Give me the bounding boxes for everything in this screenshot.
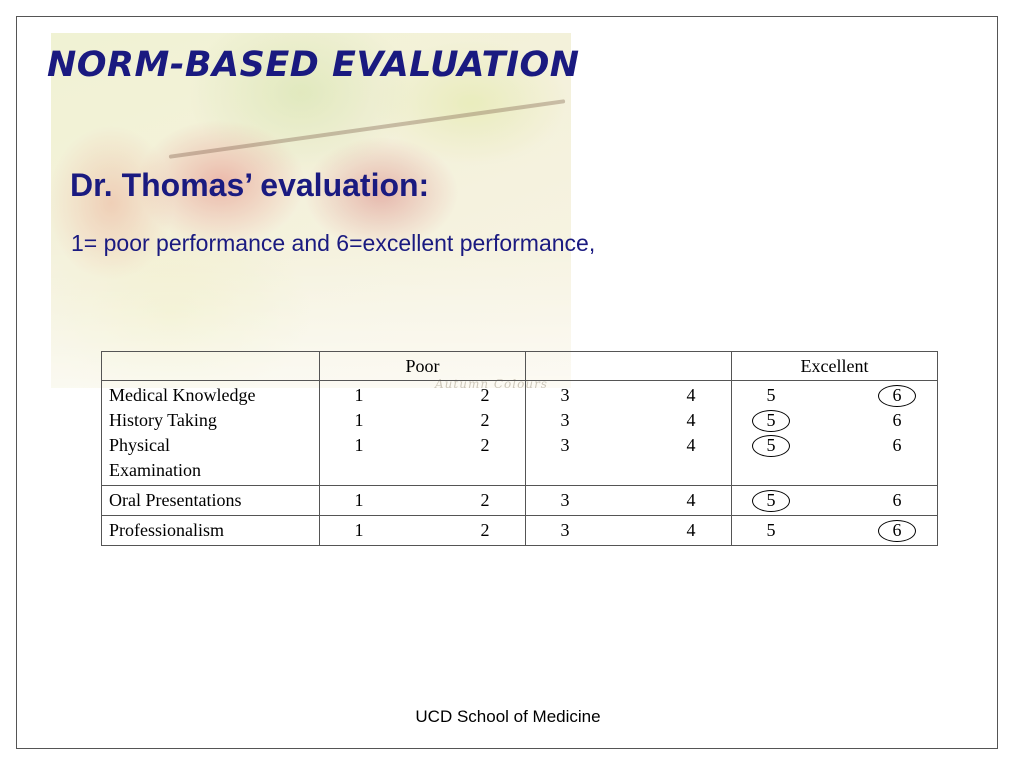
- slide-title: NORM-BASED EVALUATION: [47, 45, 580, 85]
- slide-frame: Autumn Colours NORM-BASED EVALUATION Dr.…: [16, 16, 998, 749]
- score-value: 4: [686, 490, 696, 510]
- score-value: 2: [480, 435, 490, 455]
- criteria-label-cell: Professionalism: [101, 515, 320, 546]
- score-value-circled: 5: [752, 433, 790, 458]
- evaluation-table: Poor Excellent Medical Knowledge History…: [101, 351, 938, 546]
- table-header-cell: [101, 351, 320, 381]
- score-value: 3: [560, 520, 570, 540]
- score-value: 5: [766, 520, 776, 540]
- score-value: 2: [480, 490, 490, 510]
- score-value-circled: 6: [878, 518, 916, 543]
- score-value: 5: [766, 385, 776, 405]
- score-value: 2: [480, 520, 490, 540]
- table-header-cell: Excellent: [731, 351, 938, 381]
- criteria-label: Examination: [109, 460, 201, 480]
- score-value: 4: [686, 410, 696, 430]
- score-value: 3: [560, 435, 570, 455]
- slide-footer: UCD School of Medicine: [415, 707, 601, 726]
- score-value-circled: 5: [752, 408, 790, 433]
- criteria-label: Medical Knowledge: [109, 385, 256, 405]
- score-value: 6: [892, 490, 902, 510]
- score-value: 6: [892, 435, 902, 455]
- background-image-fade: [51, 33, 571, 388]
- score-value: 4: [686, 385, 696, 405]
- score-value: 2: [480, 410, 490, 430]
- score-value-circled: 5: [752, 488, 790, 513]
- slide-subtitle: Dr. Thomas’ evaluation:: [70, 167, 430, 203]
- criteria-label: Physical: [109, 435, 170, 455]
- score-value: 4: [686, 520, 696, 540]
- score-cell-middle: 3 4 3 4 3 4: [525, 380, 732, 486]
- criteria-label: Professionalism: [109, 520, 224, 540]
- rating-scale-note: 1= poor performance and 6=excellent perf…: [71, 230, 596, 256]
- score-value: 2: [480, 385, 490, 405]
- table-header-cell: [525, 351, 732, 381]
- score-value: 1: [354, 490, 364, 510]
- score-value: 3: [560, 385, 570, 405]
- table-header-row: Poor Excellent: [101, 351, 938, 381]
- score-value: 1: [354, 410, 364, 430]
- table-row-group: Medical Knowledge History Taking Physica…: [101, 380, 938, 486]
- score-cell-excellent: 5 6 5 6 5 6: [731, 380, 938, 486]
- criteria-label-cell: Medical Knowledge History Taking Physica…: [101, 380, 320, 486]
- score-value-circled: 6: [878, 383, 916, 408]
- score-value: 1: [354, 520, 364, 540]
- score-value: 1: [354, 435, 364, 455]
- score-value: 6: [892, 410, 902, 430]
- score-cell-poor: 1 2 1 2 1 2: [319, 380, 526, 486]
- table-header-cell: Poor: [319, 351, 526, 381]
- score-value: 3: [560, 410, 570, 430]
- score-value: 3: [560, 490, 570, 510]
- criteria-label: Oral Presentations: [109, 490, 242, 510]
- criteria-label-cell: Oral Presentations: [101, 485, 320, 516]
- criteria-label: History Taking: [109, 410, 217, 430]
- score-value: 1: [354, 385, 364, 405]
- score-value: 4: [686, 435, 696, 455]
